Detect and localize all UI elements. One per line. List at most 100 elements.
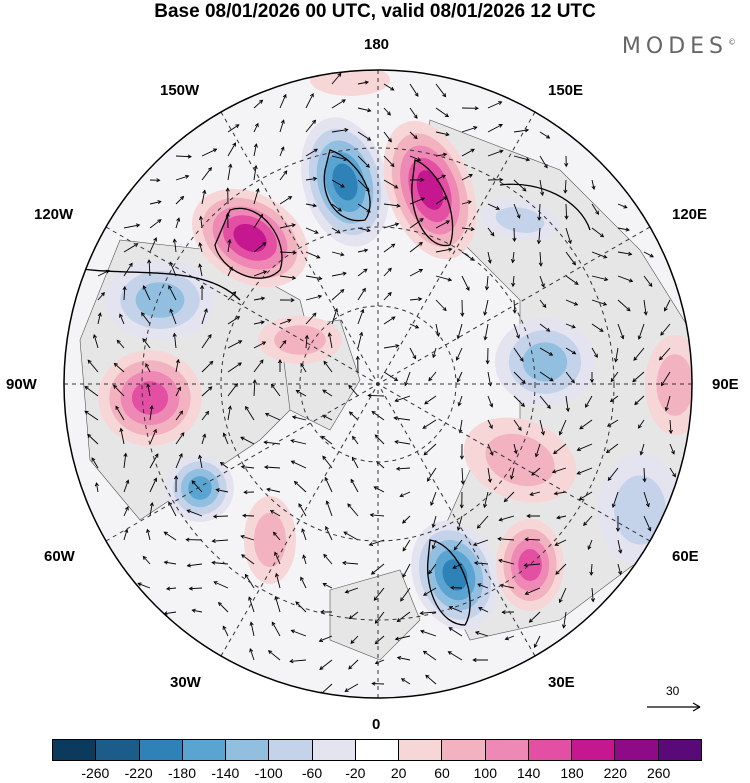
wind-vector	[409, 197, 426, 205]
wind-vector	[565, 251, 576, 266]
wind-vector	[123, 262, 133, 277]
wind-vector	[453, 539, 463, 551]
wind-vector	[383, 222, 400, 229]
wind-vector	[175, 410, 184, 421]
positive-anomaly	[645, 335, 692, 435]
wind-vector	[240, 464, 255, 469]
colorbar-tick-label: 260	[646, 765, 671, 781]
wind-vector	[331, 99, 346, 109]
wind-vector	[435, 131, 450, 137]
wind-vector	[435, 107, 450, 118]
wind-vector	[487, 467, 492, 484]
wind-vector	[461, 251, 475, 261]
positive-anomaly	[383, 120, 477, 260]
wind-vector	[591, 179, 596, 191]
wind-vector	[357, 268, 368, 277]
wind-vector	[510, 251, 516, 264]
wind-vector	[97, 312, 102, 325]
wind-vector	[539, 275, 545, 288]
wind-vector	[383, 131, 392, 143]
wind-vector	[610, 371, 619, 383]
map-title: Base 08/01/2026 00 UTC, valid 08/01/2026…	[154, 1, 596, 22]
wind-vector	[617, 275, 634, 283]
negative-anomaly	[598, 454, 682, 566]
wind-vector	[617, 323, 625, 340]
wind-vector	[591, 227, 605, 238]
wind-vector	[300, 362, 307, 373]
wind-vector	[383, 155, 395, 168]
wind-vector	[249, 648, 255, 661]
wind-vector	[409, 131, 418, 140]
wind-vector	[305, 148, 318, 157]
wind-vector	[348, 659, 359, 670]
contour-line	[323, 149, 371, 222]
wind-vector	[355, 355, 360, 373]
wind-vector	[293, 480, 307, 493]
wind-vector	[422, 419, 437, 429]
wind-vector	[200, 284, 205, 301]
wind-vector	[175, 386, 181, 397]
wind-vector	[279, 319, 292, 325]
wind-vector	[253, 99, 264, 109]
latitude-circle-60n	[141, 147, 615, 621]
wind-vector	[487, 395, 494, 408]
wind-vector	[472, 539, 489, 547]
wind-vector	[422, 650, 437, 661]
wind-vector	[219, 462, 229, 469]
wind-vector	[498, 515, 515, 522]
wind-vector	[201, 433, 207, 445]
wind-vector	[350, 635, 359, 644]
wind-vector	[149, 200, 162, 205]
wind-vector	[409, 323, 420, 329]
negative-anomaly	[166, 454, 234, 522]
wind-vector	[555, 563, 567, 575]
colorbar-segment	[96, 740, 140, 760]
modes-logo: MODES©	[622, 34, 736, 59]
wind-vector	[227, 238, 232, 253]
anomaly-level	[332, 163, 358, 201]
wind-vector	[290, 629, 307, 637]
wind-vector	[253, 143, 258, 157]
contour-line	[426, 539, 471, 626]
wind-vector	[551, 467, 567, 474]
colorbar-segment	[269, 740, 313, 760]
wind-vector	[504, 635, 515, 641]
wind-vector	[563, 179, 568, 194]
wind-vector	[305, 294, 323, 301]
wind-vector	[591, 275, 609, 282]
wind-vector	[664, 395, 671, 412]
wind-vector	[149, 178, 161, 183]
wind-vector	[318, 635, 333, 642]
lon-label-150e: 150E	[548, 82, 584, 99]
wind-vector	[435, 275, 453, 282]
brand-name: MODES	[621, 34, 728, 59]
wind-vector	[227, 266, 233, 277]
colorbar-segment	[572, 740, 616, 760]
wind-vector	[474, 631, 489, 637]
wind-vector	[460, 467, 465, 485]
wind-vector	[428, 371, 437, 382]
wind-vector	[539, 179, 545, 197]
wind-vector	[461, 106, 479, 111]
wind-vector	[305, 203, 318, 208]
positive-anomaly	[191, 188, 309, 288]
wind-vector	[357, 179, 370, 192]
colorbar-tick-label: 60	[434, 765, 450, 781]
wind-vector	[253, 270, 268, 277]
wind-vector	[539, 347, 554, 356]
meridian-30w-150e	[220, 111, 536, 657]
wind-vector	[487, 251, 492, 264]
wind-vector	[305, 251, 321, 259]
wind-vector	[409, 177, 425, 182]
wind-vector	[476, 515, 489, 529]
lon-label-120e: 120E	[672, 206, 708, 223]
wind-vector	[531, 467, 541, 476]
wind-vector	[343, 531, 359, 541]
wind-vector	[186, 563, 203, 568]
wind-vector	[241, 554, 255, 565]
wind-vector	[499, 583, 515, 589]
positive-anomaly	[244, 496, 296, 584]
colorbar-segment	[399, 740, 443, 760]
wind-vector	[383, 291, 392, 301]
wind-vector	[123, 506, 129, 517]
